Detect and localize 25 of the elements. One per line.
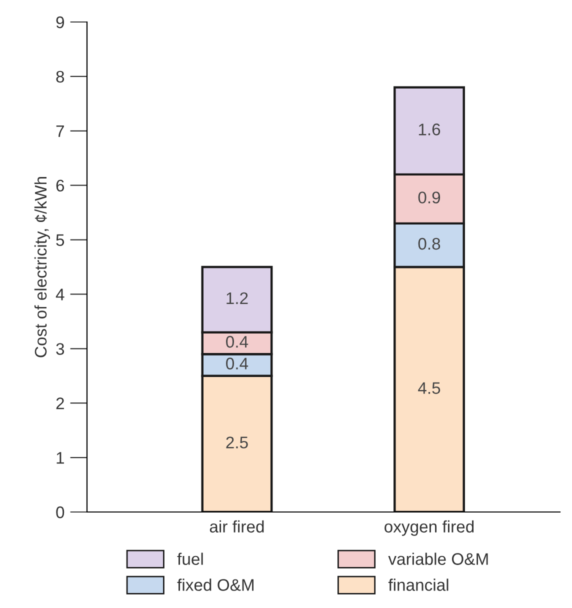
y-tick-label: 8: [56, 70, 64, 83]
y-tick-label: 2: [56, 398, 64, 410]
y-tick-label: 9: [56, 16, 64, 28]
x-tick-label: air fired: [210, 520, 264, 533]
legend-label: fixed O&M: [177, 578, 254, 591]
y-tick-label: 6: [56, 180, 64, 192]
data-label: 0.9: [418, 192, 440, 204]
y-tick-label: 3: [56, 343, 64, 355]
data-label: 2.5: [226, 436, 248, 448]
data-label: 0.4: [226, 358, 248, 370]
legend-label: fuel: [177, 552, 203, 565]
data-label: 4.5: [418, 382, 440, 394]
data-label: 1.2: [226, 292, 248, 304]
y-tick-label: 4: [56, 288, 64, 300]
y-axis-title: Cost of electricity, ¢/kWh: [34, 177, 50, 358]
y-tick-label: 7: [56, 125, 64, 137]
x-tick-label: oxygen fired: [384, 520, 474, 536]
legend-label: financial: [388, 578, 448, 591]
data-label: 0.4: [226, 336, 248, 348]
legend-label: variable O&M: [388, 552, 488, 565]
data-label: 0.8: [418, 238, 440, 250]
y-tick-label: 1: [56, 452, 64, 464]
data-label: 1.6: [418, 124, 440, 136]
y-tick-label: 0: [56, 506, 64, 518]
y-tick-label: 5: [56, 234, 64, 246]
